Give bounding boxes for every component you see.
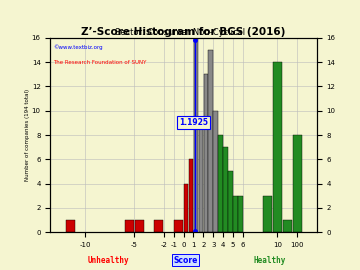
Bar (135, 220, 144, 232)
Title: Z’-Score Histogram for BGS (2016): Z’-Score Histogram for BGS (2016) (81, 27, 286, 37)
Text: Sector: Consumer Non-Cyclical: Sector: Consumer Non-Cyclical (115, 28, 245, 37)
Bar (66, 220, 75, 232)
Text: 1.1925: 1.1925 (179, 118, 208, 127)
Bar (228, 171, 233, 232)
Bar (174, 220, 183, 232)
Text: Healthy: Healthy (254, 256, 286, 265)
Bar (233, 196, 238, 232)
Bar (194, 38, 198, 232)
Bar (208, 50, 213, 232)
Y-axis label: Number of companies (194 total): Number of companies (194 total) (25, 89, 30, 181)
Bar (154, 220, 163, 232)
Text: The Research Foundation of SUNY: The Research Foundation of SUNY (53, 60, 147, 65)
Bar (189, 159, 193, 232)
Bar (218, 135, 223, 232)
Bar (263, 196, 272, 232)
Bar (213, 111, 218, 232)
Text: Unhealthy: Unhealthy (87, 256, 129, 265)
Text: ©www.textbiz.org: ©www.textbiz.org (53, 44, 103, 49)
Bar (273, 62, 282, 232)
Bar (238, 196, 243, 232)
Bar (184, 184, 188, 232)
Bar (283, 220, 292, 232)
Text: Score: Score (173, 256, 198, 265)
Bar (199, 123, 203, 232)
Bar (125, 220, 134, 232)
Bar (293, 135, 302, 232)
Bar (203, 74, 208, 232)
Bar (223, 147, 228, 232)
